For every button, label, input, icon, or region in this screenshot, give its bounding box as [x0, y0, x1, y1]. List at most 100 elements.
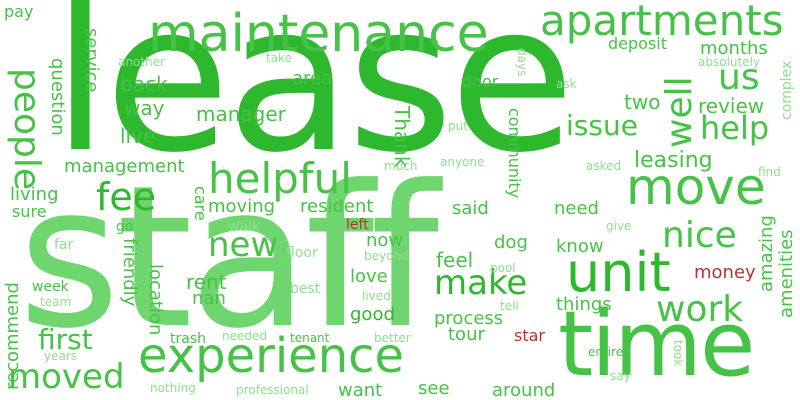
word-make: make	[434, 263, 528, 303]
word-tell: tell	[500, 299, 519, 313]
word-work: work	[656, 289, 744, 330]
word-rent: rent	[186, 270, 227, 294]
word-good: good	[350, 304, 395, 325]
word-living: living	[10, 184, 59, 205]
word-process: process	[434, 308, 504, 329]
word-dog: dog	[494, 232, 528, 253]
word-find: find	[758, 165, 781, 179]
word-new: new	[208, 225, 279, 265]
word-people: people	[6, 68, 47, 191]
word-go: go	[116, 219, 134, 235]
word-question: question	[47, 58, 68, 136]
word-area: area	[292, 68, 333, 89]
word-much: much	[384, 159, 418, 173]
word-amazing: amazing	[756, 215, 777, 292]
word-time: time	[558, 292, 755, 397]
word-experience: experience	[138, 328, 405, 384]
word-live: live	[120, 124, 156, 148]
word-say: say	[610, 369, 631, 383]
word-give: give	[606, 219, 632, 233]
word-leasing: leasing	[634, 148, 713, 173]
word-pay: pay	[4, 2, 34, 21]
word-way: way	[124, 96, 165, 120]
word-door: door	[462, 72, 499, 91]
word-community: community	[505, 108, 524, 199]
word-feel: feel	[436, 248, 474, 272]
word-management: management	[64, 156, 185, 177]
word-better: better	[374, 331, 411, 345]
word-apartments: apartments	[540, 0, 784, 45]
word-us: us	[718, 57, 760, 98]
word-see: see	[418, 378, 450, 399]
word-love: love	[350, 266, 388, 287]
word-asked: asked	[586, 159, 622, 173]
word-move: move	[626, 158, 766, 216]
word-pool: pool	[490, 261, 516, 275]
word-things: things	[556, 294, 612, 315]
word-moving: moving	[208, 196, 276, 217]
word-around: around	[492, 380, 556, 400]
word-far: far	[54, 237, 74, 253]
word-complex: complex	[779, 60, 795, 120]
word-entire: entire	[588, 345, 624, 359]
word-help: help	[700, 109, 770, 147]
word-take: take	[266, 51, 292, 65]
word-another: another	[118, 55, 165, 69]
word-unit: unit	[566, 241, 671, 304]
word-now: now	[366, 230, 404, 251]
word-helpful: helpful	[208, 154, 352, 203]
word-best: best	[290, 281, 321, 297]
word-took: took	[671, 340, 685, 367]
word-nan: nan	[192, 288, 226, 309]
word-nice: nice	[662, 215, 737, 256]
word-days: days	[515, 48, 529, 77]
word-friendly: friendly	[119, 238, 140, 307]
word-back: back	[120, 72, 168, 96]
word-lived: lived	[362, 289, 391, 303]
word-months: months	[700, 38, 768, 59]
word-amenities: amenities	[776, 229, 797, 318]
word-service: service	[81, 28, 102, 93]
word-Thank: Thank	[390, 106, 414, 168]
word-well: well	[659, 76, 700, 148]
word-week: week	[32, 279, 69, 295]
word-beyond: beyond	[364, 249, 409, 263]
word-two: two	[624, 90, 661, 114]
word-trash: trash	[170, 331, 206, 347]
word-lease: lease	[52, 0, 575, 198]
word-staff: staff	[18, 144, 439, 372]
word-sure: sure	[12, 202, 47, 221]
word-left: left	[346, 217, 369, 233]
word-ask: ask	[556, 77, 577, 91]
word-said: said	[452, 198, 489, 219]
word-location: location	[145, 264, 166, 336]
word-absolutely: absolutely	[698, 55, 761, 69]
word-floor: floor	[286, 245, 318, 261]
word-needed: needed	[222, 329, 267, 343]
word-walk: walk	[228, 219, 261, 235]
word-need: need	[554, 198, 599, 219]
word-resident: resident	[300, 196, 374, 217]
word-moved: moved	[8, 357, 125, 397]
word-professional: professional	[236, 383, 309, 397]
word-care: care	[191, 186, 210, 221]
word-recommend: recommend	[2, 282, 23, 390]
word-money: money	[694, 262, 756, 283]
word-issue: issue	[566, 109, 638, 142]
word-put: put	[448, 119, 468, 133]
word-manager: manager	[196, 102, 286, 126]
word-team: team	[40, 295, 72, 309]
word-want: want	[338, 380, 383, 400]
word-star: star	[514, 326, 545, 345]
word-deposit: deposit	[608, 34, 667, 53]
word-maintenance: maintenance	[148, 4, 489, 64]
word-know: know	[556, 236, 604, 257]
word-tour: tour	[448, 324, 485, 345]
word-fee: fee	[96, 175, 157, 219]
word-years: years	[44, 349, 78, 363]
word-tenant: tenant	[290, 331, 330, 345]
word-review: review	[698, 94, 765, 118]
word-anyone: anyone	[440, 155, 485, 169]
word-first: first	[38, 323, 93, 356]
